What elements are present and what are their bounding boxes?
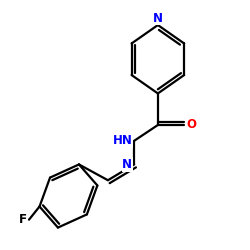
Text: N: N bbox=[153, 12, 163, 24]
Text: F: F bbox=[19, 213, 27, 226]
Text: N: N bbox=[122, 158, 132, 171]
Text: O: O bbox=[186, 118, 196, 132]
Text: HN: HN bbox=[112, 134, 132, 147]
